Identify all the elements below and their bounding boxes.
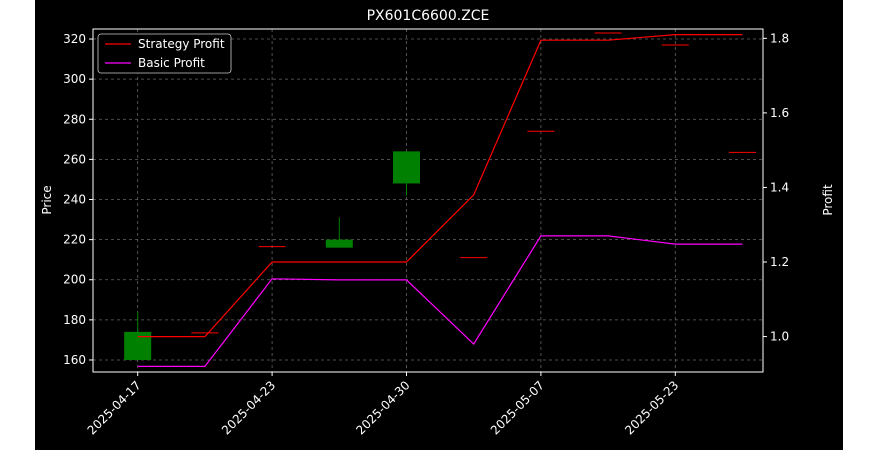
candle-body [393,151,420,184]
strategy-profit-line [137,33,743,338]
left-y-axis-label: Price [40,185,54,214]
x-tick-label: 2025-05-07 [488,378,547,437]
legend-label: Strategy Profit [138,37,225,51]
x-tick-label: 2025-04-17 [85,378,144,437]
right-tick-label: 1.6 [770,106,789,120]
left-y-axis: 160 180 200 220 240 260 280 300 320 [63,32,93,367]
candle-body [325,239,353,248]
chart-canvas: 160 180 200 220 240 260 280 300 320 1.0 1.2 1.4 1.6… [40,8,835,437]
left-tick-label: 300 [63,72,86,86]
basic-profit-line [137,235,743,367]
right-y-axis-label: Profit [821,184,835,216]
left-tick-label: 200 [63,273,86,287]
left-tick-label: 240 [63,192,86,206]
plot-frame [92,28,764,373]
right-y-axis: 1.0 1.2 1.4 1.6 1.8 [763,31,789,344]
candle [325,217,353,248]
right-tick-label: 1.4 [770,180,789,194]
profit-lines [137,33,743,367]
candle [393,151,420,196]
right-tick-label: 1.0 [770,330,789,344]
x-tick-label: 2025-04-30 [353,378,412,437]
right-tick-label: 1.2 [770,255,789,269]
chart-figure: 160 180 200 220 240 260 280 300 320 1.0 1.2 1.4 1.6… [35,0,843,450]
left-tick-label: 260 [63,152,86,166]
left-tick-label: 320 [63,32,86,46]
left-tick-label: 160 [63,353,86,367]
left-tick-label: 220 [63,233,86,247]
left-tick-label: 180 [63,313,86,327]
legend-label: Basic Profit [138,56,205,70]
grid [93,29,763,372]
x-axis: 2025-04-17 2025-04-23 2025-04-30 2025-05-07… [85,372,681,437]
right-tick-label: 1.8 [770,31,789,45]
plot-area [93,29,763,372]
chart-title: PX601C6600.ZCE [367,8,490,24]
legend: Strategy Profit Basic Profit [97,33,232,74]
left-tick-label: 280 [63,112,86,126]
x-tick-label: 2025-05-23 [622,378,681,437]
legend-box [97,33,232,74]
x-tick-label: 2025-04-23 [219,378,278,437]
